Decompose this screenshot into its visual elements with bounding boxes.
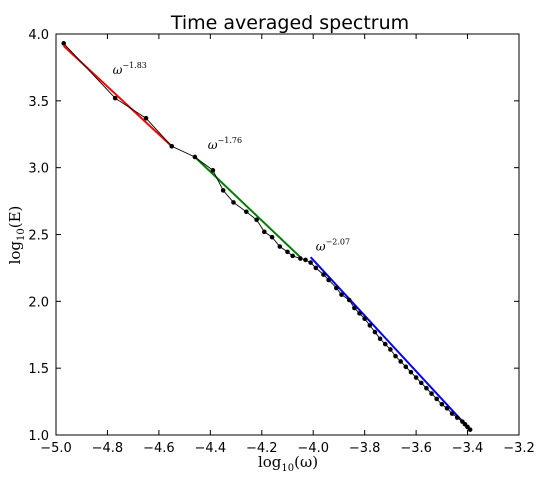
x-tick-label: −3.2 [503,441,535,456]
data-point [352,305,357,311]
y-axis-label: log10(E) [6,206,27,265]
data-point [377,336,383,342]
data-point [388,347,393,352]
data-point [277,244,283,249]
data-point [362,316,367,322]
data-point [254,217,259,223]
y-tick-label: 1.0 [28,429,49,444]
data-point [449,411,455,416]
data-point [308,260,313,265]
fit-line [194,156,302,258]
x-axis-label: log10(ω) [258,453,318,474]
x-tick-label: −4.2 [246,441,278,456]
chart-title: Time averaged spectrum [170,12,409,34]
data-point [346,297,352,303]
fit-label: ω−2.07 [316,238,350,254]
data-point [61,41,67,46]
data-point [192,154,198,160]
data-series [61,41,473,432]
y-tick-label: 4.0 [28,28,49,43]
data-point [169,143,175,149]
y-tick-label: 1.5 [28,362,49,377]
data-point [220,188,226,193]
y-tick-label: 2.5 [28,229,49,244]
data-point [269,234,275,240]
data-point [143,115,149,121]
data-point [408,369,414,375]
data-point [367,323,373,328]
data-point [413,375,419,380]
data-point [393,353,398,359]
x-axis: −5.0 −4.8 −4.6 −4.4 −4.2 −4.0 −3.8 −3.6 −3.4 −3.2 [40,34,535,456]
data-point [262,229,267,235]
fit-annotations: ω−1.83 ω−1.76 ω−2.07 [113,61,351,253]
data-point [418,380,424,386]
x-tick-label: −3.6 [400,441,432,456]
data-point [303,257,308,263]
data-point [444,405,450,411]
data-point [403,364,409,370]
x-tick-label: −3.8 [349,441,381,456]
fit-label: ω−1.76 [208,136,242,152]
data-point [313,265,319,271]
data-point [290,253,295,259]
data-point [285,249,290,255]
data-point [321,272,326,277]
y-tick-label: 3.5 [28,95,49,110]
x-tick-label: −5.0 [40,441,72,456]
data-point [357,311,362,316]
data-point [334,285,339,291]
x-tick-label: −3.4 [452,441,484,456]
data-point [398,359,403,364]
data-point [339,292,344,297]
x-tick-label: −4.0 [297,441,329,456]
data-point [424,385,429,391]
data-point [434,396,439,402]
y-tick-label: 3.0 [28,162,49,177]
data-point [382,341,388,347]
x-tick-label: −4.6 [143,441,175,456]
data-point [439,401,445,407]
y-tick-label: 2.0 [28,295,49,310]
data-point [298,256,303,261]
data-point [112,95,118,101]
plot-area [55,33,520,436]
data-point [372,329,378,335]
data-point [429,391,434,396]
fit-label: ω−1.83 [113,61,147,77]
data-point [467,427,473,432]
data-point [326,277,331,283]
fit-line [309,256,471,431]
data-point [210,168,216,173]
x-tick-label: −4.4 [195,441,227,456]
data-point [454,415,460,420]
y-axis: 1.0 1.5 2.0 2.5 3.0 3.5 4.0 [28,28,519,444]
data-point [244,209,249,215]
data-point [231,200,236,205]
x-tick-label: −4.8 [92,441,124,456]
